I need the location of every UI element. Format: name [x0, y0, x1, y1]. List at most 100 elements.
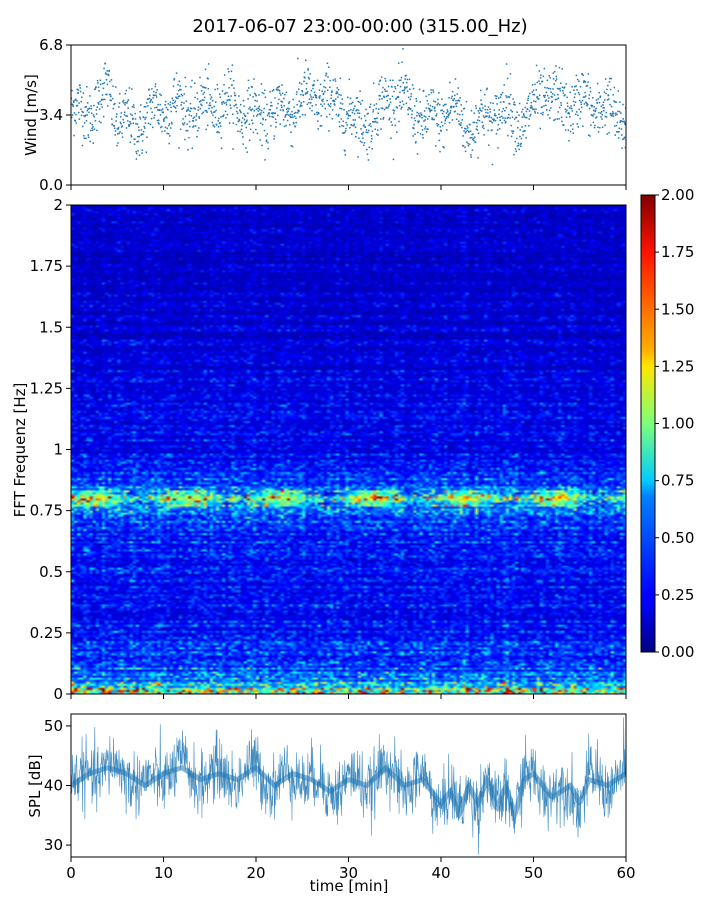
wind-point — [402, 48, 404, 50]
wind-point — [87, 108, 89, 110]
wind-point — [520, 137, 523, 140]
wind-point — [545, 104, 547, 107]
wind-point — [391, 86, 393, 88]
wind-point — [264, 159, 266, 161]
wind-point — [181, 94, 184, 97]
wind-point — [171, 123, 173, 125]
wind-point — [520, 145, 522, 147]
wind-point — [530, 107, 533, 109]
wind-point — [170, 110, 173, 113]
wind-point — [77, 92, 79, 94]
wind-point — [210, 96, 213, 98]
wind-point — [343, 132, 345, 134]
wind-point — [143, 116, 145, 119]
wind-point — [363, 124, 365, 126]
wind-point — [594, 124, 596, 127]
wind-point — [92, 142, 95, 144]
wind-point — [74, 98, 77, 101]
wind-point — [116, 144, 118, 147]
wind-point — [472, 121, 475, 124]
wind-point — [349, 114, 351, 117]
wind-x-axis — [70, 185, 627, 190]
wind-point — [193, 125, 195, 127]
wind-point — [360, 128, 362, 130]
wind-point — [272, 112, 274, 115]
wind-point — [123, 113, 126, 116]
wind-point — [314, 96, 317, 98]
wind-point — [379, 79, 382, 82]
wind-point — [529, 92, 531, 95]
wind-point — [73, 101, 75, 104]
wind-point — [74, 120, 77, 122]
wind-point — [96, 79, 99, 82]
wind-point — [455, 118, 458, 121]
wind-point — [523, 114, 525, 116]
wind-point — [311, 109, 313, 112]
wind-point — [83, 122, 86, 124]
wind-point — [247, 98, 249, 100]
wind-point — [142, 133, 144, 136]
wind-point — [511, 110, 513, 113]
wind-point — [606, 99, 609, 101]
wind-point — [505, 63, 508, 65]
wind-point — [562, 124, 565, 126]
wind-point — [147, 98, 149, 100]
wind-point — [337, 88, 340, 91]
wind-point — [561, 120, 563, 123]
wind-point — [211, 107, 213, 109]
wind-point — [436, 123, 438, 125]
wind-point — [372, 109, 375, 111]
wind-point — [396, 107, 399, 109]
wind-point — [331, 109, 334, 111]
wind-point — [440, 121, 443, 123]
wind-point — [314, 94, 317, 97]
wind-point — [449, 110, 452, 112]
wind-point — [84, 114, 87, 117]
wind-point — [184, 76, 186, 79]
wind-point — [546, 94, 549, 97]
wind-point — [94, 119, 97, 122]
wind-point — [425, 116, 427, 118]
wind-point — [398, 79, 401, 82]
wind-point — [219, 96, 222, 98]
wind-point — [510, 124, 513, 127]
wind-point — [399, 85, 402, 88]
wind-point — [497, 147, 499, 149]
wind-point — [102, 87, 105, 90]
wind-point — [285, 114, 287, 116]
wind-point — [365, 108, 367, 111]
wind-point — [320, 115, 322, 117]
wind-point — [385, 106, 388, 109]
wind-point — [228, 87, 230, 89]
wind-point — [382, 86, 384, 89]
wind-point — [82, 135, 85, 137]
wind-point — [562, 89, 564, 92]
wind-point — [317, 120, 319, 122]
wind-point — [513, 118, 516, 120]
wind-point — [279, 109, 282, 111]
wind-point — [400, 79, 402, 81]
wind-point — [463, 130, 465, 132]
wind-point — [272, 89, 275, 91]
wind-point — [297, 57, 299, 60]
wind-point — [195, 119, 197, 121]
wind-point — [579, 111, 582, 113]
wind-point — [97, 82, 99, 84]
wind-point — [339, 125, 341, 128]
colorbar-tick-label: 0.00 — [661, 643, 694, 661]
wind-point — [96, 129, 98, 132]
wind-point — [423, 120, 425, 122]
wind-point — [413, 123, 415, 126]
wind-point — [410, 93, 413, 95]
wind-point — [321, 105, 324, 107]
wind-point — [156, 106, 158, 109]
wind-point — [234, 99, 236, 102]
wind-point — [237, 120, 240, 123]
wind-point — [291, 113, 293, 116]
wind-point — [154, 83, 157, 85]
wind-point — [369, 106, 371, 108]
wind-point — [287, 107, 289, 110]
wind-point — [347, 114, 350, 116]
wind-point — [181, 122, 184, 125]
wind-point — [248, 123, 251, 126]
